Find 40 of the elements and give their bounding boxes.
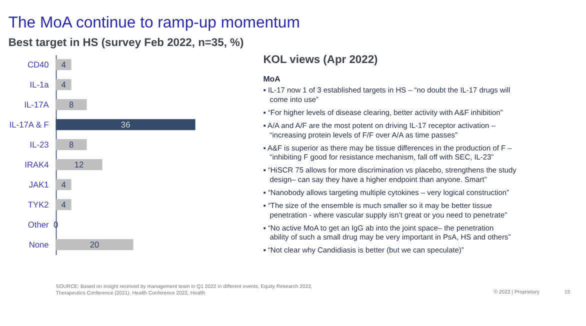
text: ▪ “Nanobody allows targeting multiple cytokines – very logical construction” [263, 188, 510, 198]
data-label: 4 [61, 199, 66, 210]
bar [56, 139, 87, 150]
y-tick-label: CD40 [27, 59, 50, 70]
bar [56, 239, 134, 250]
y-tick-label: IL-23 [30, 139, 50, 150]
text: ▪ “The size of the ensemble is much smaller so it may be better tissue penetration - where vascular supply isn’t great or you need to penetrate” [263, 201, 508, 220]
bar [56, 79, 72, 90]
y-tick-label: None [28, 239, 50, 250]
text: ▪ “For higher levels of disease clearing, better activity with A&F inhibition” [263, 108, 504, 118]
data-label: 8 [68, 99, 74, 110]
y-tick-label: IL-1a [30, 79, 50, 90]
data-label: 4 [61, 79, 66, 90]
data-label: 36 [120, 119, 131, 130]
text: ▪ “Not clear why Candidiasis is better (but we can speculate)” [263, 246, 464, 255]
data-label: 20 [90, 239, 100, 250]
chart-title: The MoA continue to ramp-up momentum [8, 14, 300, 32]
text: ▪ “HiSCR 75 allows for more discrimination vs placebo, strengthens the study design– can say they have a higher endpoint than anyone. Smart” [263, 166, 517, 184]
text: KOL views (Apr 2022) [263, 54, 378, 66]
y-tick-label: JAK1 [28, 179, 50, 190]
chart-subtitle: Best target in HS (survey Feb 2022, n=35, %) [8, 37, 244, 50]
text: ▪ A/A and A/F are the most potent on driving IL-17 receptor activation – “increasing protein levels of F/F over A/A as time passes” [263, 121, 496, 140]
data-label: 4 [61, 179, 66, 190]
text: ▪ IL-17 now 1 of 3 established targets in HS – “no doubt the IL-17 drugs will come into use” [263, 86, 511, 104]
y-tick-label: Other [28, 219, 50, 230]
bar [56, 59, 72, 70]
y-tick-label: IRAK4 [24, 159, 50, 170]
bar [56, 99, 87, 110]
text: ▪ “No active MoA to get an IgG ab into the joint space– the penetration ability of such a small drug may be very important in PsA, HS and others” [263, 223, 512, 242]
data-label: 12 [74, 159, 84, 170]
text: ▪ A&F is superior as there may be tissue differences in the production of F – “inhibiting F good for resistance mechanism, fall off with SEC, IL-23” [263, 143, 513, 162]
y-tick-label: IL-17A [24, 99, 50, 110]
bar [56, 119, 196, 130]
data-label: 4 [61, 59, 66, 70]
bar [56, 199, 72, 210]
bar [56, 159, 102, 170]
y-tick-label: TYK2 [28, 199, 50, 210]
y-tick-label: IL-17A & F [9, 119, 49, 130]
bar [56, 179, 72, 190]
data-label: 8 [68, 139, 74, 150]
